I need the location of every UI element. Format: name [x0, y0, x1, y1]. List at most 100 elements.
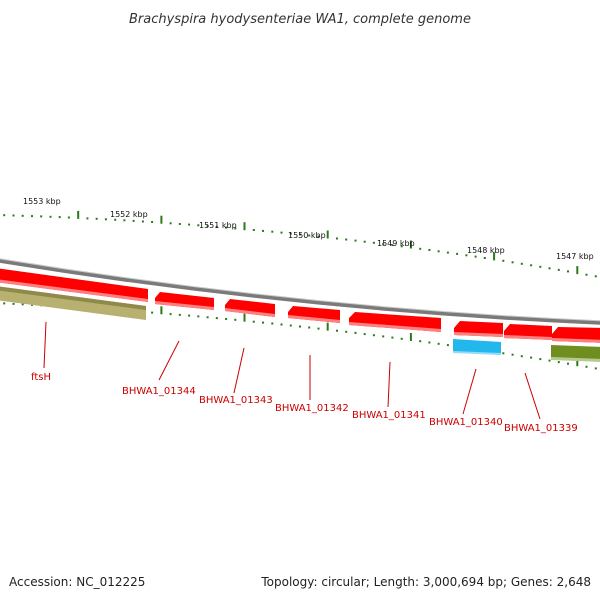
gene-edge: [288, 315, 340, 323]
genome-summary-text: Topology: circular; Length: 3,000,694 bp…: [260, 575, 591, 589]
gene-label-BHWA1_01339[interactable]: BHWA1_01339: [504, 423, 578, 434]
gene-edge: [0, 279, 148, 302]
feature-blue-edge: [453, 351, 501, 355]
scale-tick-minor: [141, 220, 144, 223]
scale-tick-major: [77, 210, 80, 219]
scale-tick-minor: [391, 336, 394, 339]
scale-tick-minor: [308, 326, 311, 329]
gene-label-ftsH[interactable]: ftsH: [31, 372, 51, 383]
scale-tick-minor: [188, 314, 191, 317]
gene-arrow-ftsH[interactable]: [0, 268, 148, 302]
scale-tick-minor: [271, 322, 274, 325]
gene-arrow-BHWA1_01341[interactable]: [349, 312, 441, 332]
scale-tick-minor: [299, 325, 301, 328]
scale-label: 1550 kbp: [288, 231, 326, 240]
accession-text: Accession: NC_012225: [9, 575, 145, 589]
scale-tick-minor: [86, 217, 89, 220]
scale-tick-minor: [428, 249, 431, 251]
scale-tick-minor: [289, 232, 292, 235]
scale-tick-minor: [345, 238, 348, 241]
feature-blue[interactable]: [453, 339, 501, 355]
scale-tick-major: [493, 252, 496, 261]
scale-tick-minor: [419, 340, 422, 343]
scale-tick-minor: [299, 233, 301, 236]
gene-label-BHWA1_01340[interactable]: BHWA1_01340: [429, 417, 503, 428]
gene-label-BHWA1_01344[interactable]: BHWA1_01344: [122, 386, 196, 397]
scale-tick-minor: [280, 231, 283, 234]
scale-tick-minor: [567, 362, 569, 365]
scale-tick-minor: [151, 221, 154, 223]
scale-tick-minor: [104, 218, 107, 221]
scale-tick-major: [576, 358, 579, 367]
scale-tick-minor: [548, 359, 551, 362]
scale-tick-minor: [151, 311, 154, 314]
scale-tick-minor: [363, 333, 366, 336]
scale-tick-minor: [234, 318, 237, 321]
scale-tick-minor: [548, 267, 551, 270]
scale-tick-minor: [197, 315, 200, 318]
gene-label-BHWA1_01341[interactable]: BHWA1_01341: [352, 410, 426, 421]
scale-label: 1552 kbp: [110, 210, 148, 219]
scale-label: 1547 kbp: [556, 252, 594, 261]
scale-tick-minor: [511, 261, 514, 264]
scale-tick-minor: [382, 243, 385, 245]
scale-tick-minor: [114, 218, 117, 221]
scale-tick-minor: [67, 216, 70, 219]
scale-tick-minor: [206, 316, 209, 319]
scale-tick-minor: [530, 356, 533, 359]
scale-tick-minor: [206, 225, 209, 228]
scale-tick-minor: [252, 320, 255, 323]
scale-tick-minor: [585, 273, 588, 276]
scale-tick-major: [409, 240, 412, 249]
scale-tick-minor: [594, 275, 597, 278]
scale-tick-minor: [400, 245, 403, 248]
scale-label: 1553 kbp: [23, 197, 61, 206]
scale-label: 1549 kbp: [377, 239, 415, 248]
scale-tick-minor: [437, 250, 440, 253]
scale-tick-minor: [123, 219, 126, 222]
scale-tick-minor: [132, 219, 135, 222]
scale-tick-minor: [271, 230, 274, 233]
scale-tick-minor: [31, 215, 33, 218]
scale-tick-minor: [446, 251, 449, 254]
scale-tick-minor: [215, 225, 218, 228]
scale-tick-major: [409, 333, 412, 341]
scale-tick-minor: [456, 252, 459, 255]
gene-edge: [504, 335, 552, 340]
scale-tick-minor: [437, 342, 440, 345]
leader-line: [387, 361, 391, 408]
scale-tick-minor: [345, 330, 348, 333]
reverse-features: [0, 286, 600, 362]
scale-tick-minor: [215, 317, 218, 320]
scale-tick-minor: [446, 344, 449, 347]
genome-backbone-highlight: [0, 258, 600, 322]
scale-tick-minor: [502, 259, 505, 262]
scale-tick-minor: [539, 358, 542, 361]
scale-tick-minor: [483, 257, 486, 259]
gene-label-BHWA1_01342[interactable]: BHWA1_01342: [275, 403, 349, 414]
scale-tick-minor: [363, 240, 366, 243]
gene-edge: [349, 322, 441, 332]
scale-tick-minor: [12, 302, 15, 305]
forward-genes: [0, 268, 600, 343]
scale-tick-major: [243, 222, 246, 231]
scale-label: 1551 kbp: [199, 221, 237, 230]
scale-tick-minor: [225, 318, 228, 320]
scale-tick-minor: [520, 355, 523, 358]
gene-edge: [155, 301, 214, 310]
scale-tick-major: [326, 230, 329, 239]
scale-tick-minor: [225, 226, 228, 229]
gene-labels: ftsH BHWA1_01344 BHWA1_01343 BHWA1_01342…: [31, 372, 578, 434]
scale-tick-minor: [391, 244, 394, 247]
scale-tick-minor: [252, 229, 255, 231]
map-title: Brachyspira hyodysenteriae WA1, complete…: [129, 12, 471, 27]
scale-tick-minor: [40, 215, 43, 218]
gene-label-BHWA1_01343[interactable]: BHWA1_01343: [199, 395, 273, 406]
scale-tick-minor: [49, 215, 52, 218]
scale-tick-minor: [594, 367, 597, 370]
scale-tick-minor: [3, 214, 6, 217]
scale-tick-minor: [557, 361, 560, 364]
scale-tick-minor: [308, 234, 311, 237]
scale-tick-minor: [262, 321, 264, 324]
